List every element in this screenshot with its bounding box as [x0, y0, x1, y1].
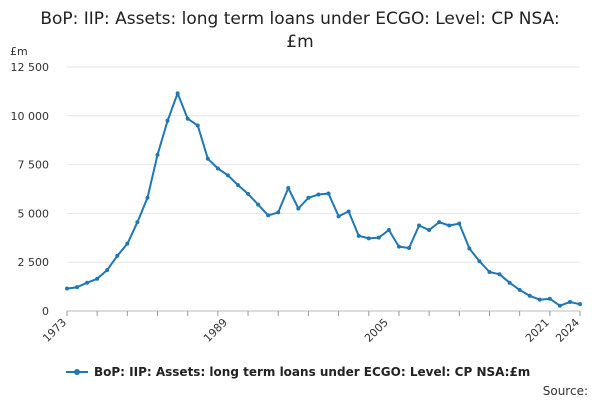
y-tick-label: 5 000 — [18, 207, 50, 220]
legend-label: BoP: IIP: Assets: long term loans under … — [94, 365, 531, 379]
data-point — [306, 195, 311, 200]
y-tick-label: 0 — [42, 305, 49, 318]
data-point — [296, 206, 301, 211]
data-point — [236, 183, 240, 188]
data-point — [286, 186, 291, 191]
data-point — [557, 303, 562, 308]
data-point — [527, 293, 532, 298]
data-point — [517, 287, 522, 292]
data-point — [437, 220, 442, 225]
x-tick-label: 2005 — [362, 316, 391, 345]
data-point — [85, 280, 90, 285]
data-point — [205, 156, 210, 161]
data-point — [175, 91, 180, 96]
data-point — [477, 259, 482, 264]
data-point — [376, 235, 381, 240]
series-line — [66, 92, 581, 307]
data-point — [125, 241, 130, 246]
data-point — [215, 166, 220, 171]
data-point — [567, 300, 572, 305]
y-tick-label: 10 000 — [11, 110, 50, 123]
data-point — [95, 276, 100, 281]
data-point — [75, 285, 80, 290]
y-tick-label: 7 500 — [18, 159, 50, 172]
legend[interactable]: BoP: IIP: Assets: long term loans under … — [66, 365, 530, 379]
x-tick-label: 2021 — [523, 316, 552, 345]
data-point — [547, 296, 552, 301]
data-point — [276, 210, 281, 215]
legend-swatch — [66, 367, 88, 377]
data-point — [165, 118, 170, 123]
data-point — [135, 220, 140, 225]
data-point — [326, 191, 331, 196]
data-point — [427, 227, 432, 232]
data-point — [336, 214, 341, 219]
x-tick-label: 1989 — [201, 316, 230, 345]
data-point — [537, 297, 542, 302]
data-point — [366, 236, 371, 241]
data-point — [507, 280, 512, 285]
y-tick-label: 2 500 — [18, 256, 50, 269]
data-point — [346, 209, 351, 214]
chart-title: BoP: IIP: Assets: long term loans under … — [40, 9, 560, 52]
data-point — [396, 244, 401, 249]
data-point — [467, 246, 472, 251]
data-point — [457, 221, 462, 226]
data-point — [578, 302, 582, 307]
source-label: Source: — [542, 384, 588, 398]
data-point — [256, 202, 261, 207]
data-point — [497, 272, 502, 277]
data-point — [195, 123, 200, 128]
y-axis-unit: £m — [10, 45, 28, 58]
x-tick-label: 1973 — [40, 316, 69, 345]
data-point — [155, 152, 160, 157]
data-point — [417, 223, 422, 228]
data-point — [386, 227, 391, 232]
data-point — [115, 253, 120, 258]
data-point — [65, 286, 69, 291]
data-point — [487, 269, 492, 274]
data-point — [246, 191, 251, 196]
data-point — [225, 173, 230, 178]
x-tick-label: 2024 — [553, 316, 582, 345]
data-point — [407, 245, 411, 250]
data-point — [185, 116, 190, 121]
data-point — [356, 233, 361, 238]
data-point — [447, 223, 452, 228]
data-point — [145, 195, 150, 200]
data-point — [266, 213, 271, 218]
y-tick-label: 12 500 — [11, 61, 50, 74]
data-point — [105, 268, 110, 273]
data-point — [316, 192, 321, 197]
